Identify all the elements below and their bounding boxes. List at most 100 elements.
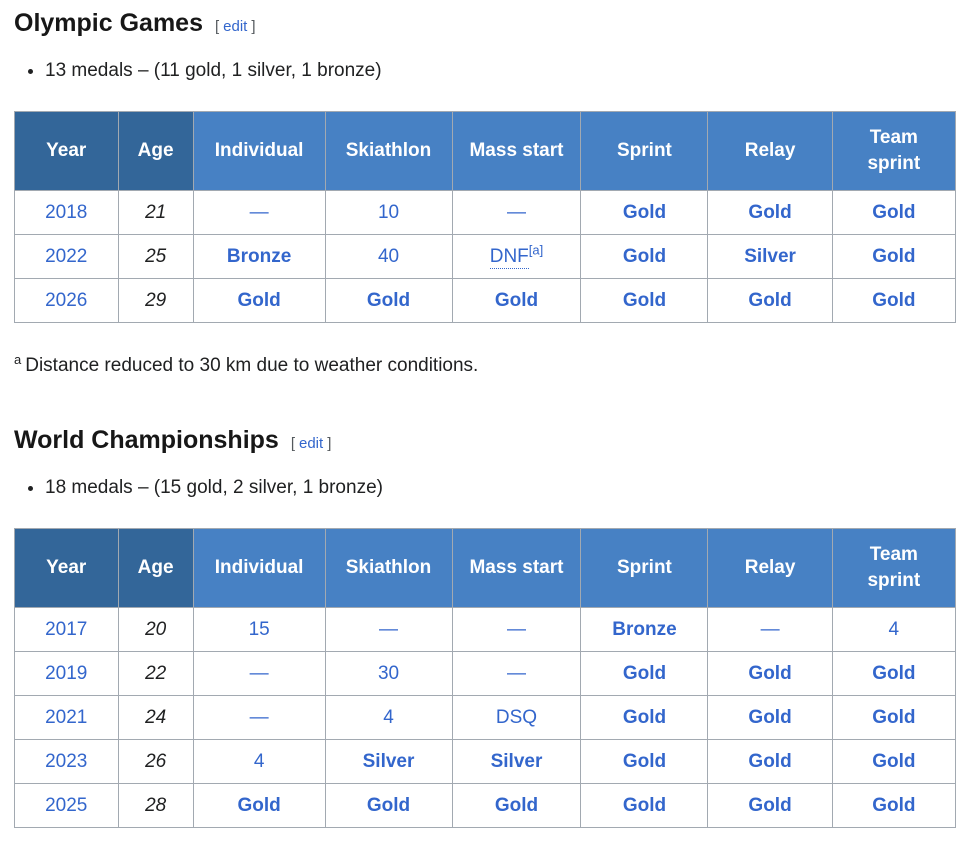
medal-link[interactable]: Silver [362, 750, 415, 772]
cell-medal-gold: Gold [831, 190, 957, 235]
medal-link[interactable]: Gold [494, 794, 539, 816]
year-link[interactable]: 2026 [45, 289, 88, 311]
medal-link[interactable]: Gold [366, 289, 411, 311]
result-link[interactable]: DSQ [495, 706, 538, 728]
medal-link[interactable]: Gold [622, 201, 667, 223]
no-result-dash: — [249, 201, 269, 223]
medal-link[interactable]: Gold [622, 662, 667, 684]
column-header-skiathlon: Skiathlon [324, 111, 453, 191]
no-result-dash: — [506, 201, 526, 223]
cell-no-result: — [451, 607, 582, 652]
medal-summary-list: 18 medals – (15 gold, 2 silver, 1 bronze… [14, 475, 956, 501]
medal-link[interactable]: Bronze [612, 618, 677, 640]
header-row: Year Age Individual Skiathlon Mass start Spri… [14, 111, 957, 191]
medal-link[interactable]: Bronze [226, 245, 292, 267]
medal-link[interactable]: Gold [622, 750, 667, 772]
edit-link[interactable]: edit [223, 18, 248, 35]
cell-medal-gold: Gold [707, 190, 833, 235]
medal-link[interactable]: Gold [748, 706, 792, 728]
cell-no-result: — [707, 607, 833, 652]
medal-link[interactable]: Gold [872, 794, 916, 816]
table-row: 2019 22 — 30 — Gold Gold Gold [14, 651, 957, 696]
cell-age: 22 [117, 651, 194, 696]
medal-link[interactable]: Gold [872, 706, 916, 728]
medal-link[interactable]: Gold [366, 794, 411, 816]
result-link[interactable]: 40 [377, 245, 400, 267]
cell-medal-gold: Gold [324, 278, 453, 323]
medal-link[interactable]: Gold [872, 245, 916, 267]
year-link[interactable]: 2018 [45, 201, 88, 223]
medal-link[interactable]: Gold [748, 794, 792, 816]
cell-age: 29 [117, 278, 194, 323]
year-link[interactable]: 2022 [45, 245, 88, 267]
column-header-sprint: Sprint [580, 528, 709, 608]
medal-link[interactable]: Gold [872, 201, 916, 223]
column-header-mass-start: Mass start [451, 528, 582, 608]
medal-link[interactable]: Gold [622, 289, 667, 311]
cell-medal-gold: Gold [707, 278, 833, 323]
edit-bracket-open: [ [214, 18, 220, 35]
medal-link[interactable]: Gold [622, 794, 667, 816]
cell-no-result: — [192, 190, 326, 235]
cell-medal-silver: Silver [324, 739, 453, 784]
cell-medal-gold: Gold [192, 783, 326, 828]
medal-summary-list: 13 medals – (11 gold, 1 silver, 1 bronze… [14, 58, 956, 84]
edit-section: [edit] [215, 18, 256, 35]
column-header-year: Year [14, 528, 119, 608]
heading-text: Olympic Games [14, 9, 203, 37]
medal-link[interactable]: Gold [237, 289, 281, 311]
cell-result: 4 [831, 607, 957, 652]
medal-link[interactable]: Gold [622, 706, 667, 728]
result-link[interactable]: 4 [253, 750, 265, 772]
no-result-dash: — [506, 662, 526, 684]
medal-link[interactable]: Gold [748, 201, 792, 223]
column-header-age: Age [117, 528, 194, 608]
result-link[interactable]: 10 [377, 201, 400, 223]
medal-link[interactable]: Gold [622, 245, 667, 267]
no-result-dash: — [249, 662, 269, 684]
medal-link[interactable]: Gold [748, 289, 792, 311]
cell-age: 26 [117, 739, 194, 784]
medal-link[interactable]: Silver [490, 750, 543, 772]
column-header-relay: Relay [707, 111, 833, 191]
cell-medal-silver: Silver [707, 234, 833, 279]
footnote-ref-link[interactable]: [a] [528, 242, 544, 258]
medal-link[interactable]: Gold [748, 750, 792, 772]
result-link[interactable]: 15 [248, 618, 270, 640]
section-heading: Olympic Games [edit] [14, 8, 956, 42]
cell-medal-gold: Gold [707, 739, 833, 784]
cell-medal-gold: Gold [580, 278, 709, 323]
column-header-team-sprint: Team sprint [831, 528, 957, 608]
year-link[interactable]: 2025 [45, 794, 88, 816]
dnf-abbr[interactable]: DNF [489, 245, 529, 269]
year-link[interactable]: 2017 [45, 618, 88, 640]
column-header-skiathlon: Skiathlon [324, 528, 453, 608]
year-link[interactable]: 2021 [45, 706, 88, 728]
table-row: 2026 29 Gold Gold Gold Gold Gold Gold [14, 278, 957, 323]
result-link[interactable]: 4 [383, 706, 394, 728]
medal-link[interactable]: Gold [872, 289, 916, 311]
cell-medal-gold: Gold [580, 783, 709, 828]
year-link[interactable]: 2019 [45, 662, 88, 684]
medal-link[interactable]: Gold [494, 289, 539, 311]
cell-medal-gold: Gold [324, 783, 453, 828]
result-link[interactable]: 30 [377, 662, 400, 684]
edit-link[interactable]: edit [299, 435, 324, 452]
cell-medal-gold: Gold [707, 695, 833, 740]
medal-link[interactable]: Gold [872, 750, 916, 772]
medal-link[interactable]: Gold [237, 794, 281, 816]
no-result-dash: — [760, 618, 780, 640]
medal-link[interactable]: Gold [748, 662, 792, 684]
medal-link[interactable]: Gold [872, 662, 916, 684]
cell-no-result: — [192, 651, 326, 696]
cell-medal-gold: Gold [831, 783, 957, 828]
edit-bracket-close: ] [327, 435, 332, 452]
result-link[interactable]: 4 [888, 618, 900, 640]
header-row: Year Age Individual Skiathlon Mass start Spri… [14, 528, 957, 608]
cell-medal-gold: Gold [451, 783, 582, 828]
cell-no-result: — [451, 651, 582, 696]
year-link[interactable]: 2023 [45, 750, 88, 772]
table-row: 2017 20 15 — — Bronze — 4 [14, 607, 957, 652]
medal-link[interactable]: Silver [744, 245, 796, 267]
column-header-team-sprint: Team sprint [831, 111, 957, 191]
